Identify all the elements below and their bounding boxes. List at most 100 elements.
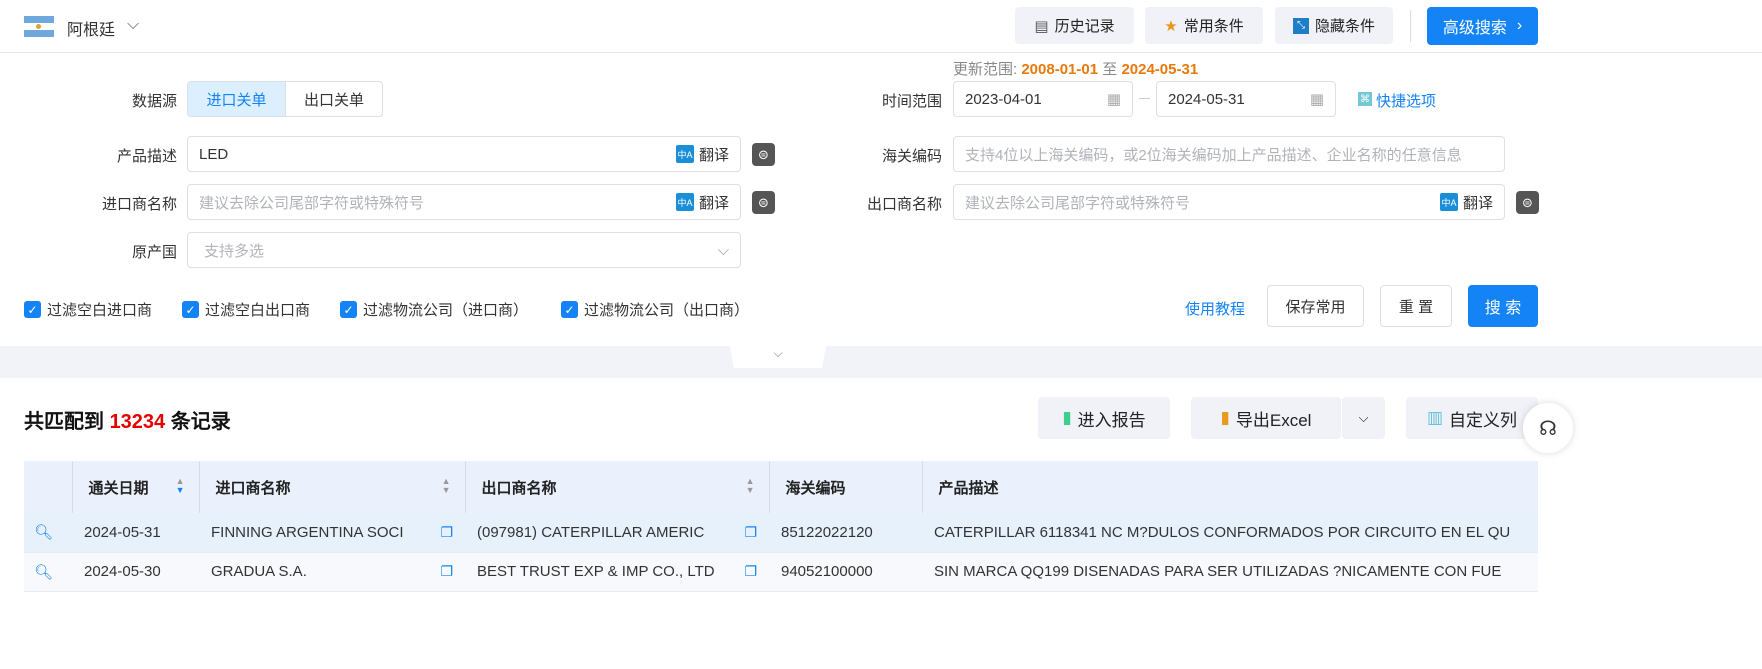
table-header: 通关日期 ▲ ▼ 进口商名称 ▲ ▼ 出口商名称 ▲ ▼ 海关编码 产品描述 — [24, 461, 1538, 513]
exporter-label: 出口商名称 — [866, 196, 942, 213]
search-icon[interactable]: 🔍︎ — [24, 552, 72, 592]
hs-code-input[interactable]: 支持4位以上海关编码，或2位海关编码加上产品描述、企业名称的任意信息 — [953, 136, 1505, 172]
check-icon: ✓ — [182, 301, 199, 318]
translate-button[interactable]: 中A 翻译 — [675, 145, 729, 164]
favorites-label: 常用条件 — [1183, 18, 1244, 35]
cell-exporter: BEST TRUST EXP & IMP CO., LTD ❐ — [465, 552, 769, 592]
copy-icon[interactable]: ❐ — [744, 523, 757, 540]
chevron-right-icon: › — [1516, 17, 1523, 34]
update-range: 更新范围: 2008-01-01 至 2024-05-31 — [953, 61, 1199, 78]
columns-icon: ▥ — [1426, 408, 1444, 427]
export-excel-button[interactable]: ▮ 导出Excel — [1191, 397, 1341, 439]
search-options-icon[interactable]: ⊜ — [752, 191, 775, 214]
checkbox-filter-logistics-exporter[interactable]: ✓ 过滤物流公司（出口商） — [561, 299, 749, 320]
custom-columns-button[interactable]: ▥ 自定义列 — [1406, 397, 1538, 439]
cell-hs-code: 94052100000 — [769, 552, 922, 592]
header-action — [24, 461, 73, 513]
translate-icon: 中A — [1439, 193, 1458, 211]
divider — [1410, 10, 1411, 42]
star-icon: ★ — [1164, 17, 1178, 35]
chevron-down-icon: ⌵ — [773, 346, 783, 360]
check-icon: ✓ — [561, 301, 578, 318]
product-label: 产品描述 — [116, 148, 177, 165]
cell-date: 2024-05-31 — [72, 513, 199, 553]
argentina-flag-icon — [24, 16, 54, 37]
copy-icon[interactable]: ❐ — [744, 563, 757, 579]
copy-icon[interactable]: ❐ — [440, 563, 453, 579]
sort-icon: ▲ ▼ — [441, 475, 451, 495]
chevron-down-icon: ⌵ — [1358, 410, 1369, 425]
check-icon: ✓ — [340, 301, 357, 318]
command-icon: ⌘ — [1358, 92, 1372, 106]
cell-exporter: (097981) CATERPILLAR AMERIC ❐ — [465, 513, 769, 553]
hide-label: 隐藏条件 — [1314, 18, 1375, 35]
search-icon[interactable]: 🔍︎ — [24, 513, 72, 553]
tutorial-link[interactable]: 使用教程 — [1185, 301, 1246, 318]
header-exporter[interactable]: 出口商名称 ▲ ▼ — [465, 461, 770, 513]
cell-importer: GRADUA S.A. ❐ — [199, 552, 465, 592]
calendar-icon: ▦ — [1309, 91, 1324, 108]
export-tab[interactable]: 出口关单 — [285, 82, 382, 116]
history-label: 历史记录 — [1054, 18, 1115, 35]
header-product: 产品描述 — [922, 461, 1538, 513]
date-separator — [1139, 98, 1150, 99]
translate-icon: 中A — [675, 145, 694, 163]
advanced-search-button[interactable]: 高级搜索 › — [1427, 7, 1538, 45]
copy-icon[interactable]: ❐ — [440, 523, 453, 540]
translate-button[interactable]: 中A 翻译 — [675, 193, 729, 212]
origin-label: 原产国 — [131, 244, 177, 261]
table-row[interactable]: 🔍︎ 2024-05-30 GRADUA S.A. ❐ BEST TRUST EX… — [24, 552, 1538, 592]
sort-icon: ▲ ▼ — [175, 475, 185, 495]
search-options-icon[interactable]: ⊜ — [1516, 191, 1539, 214]
results-table: 通关日期 ▲ ▼ 进口商名称 ▲ ▼ 出口商名称 ▲ ▼ 海关编码 产品描述 🔍︎ 2024… — [24, 461, 1538, 592]
quick-options-link[interactable]: ⌘ 快捷选项 — [1358, 92, 1437, 110]
calendar-icon: ▦ — [1106, 91, 1121, 108]
source-label: 数据源 — [131, 93, 177, 110]
country-name: 阿根廷 — [67, 22, 116, 39]
favorites-button[interactable]: ★ 常用条件 — [1145, 7, 1263, 44]
report-icon: ▮ — [1062, 408, 1072, 427]
importer-input[interactable]: 建议去除公司尾部字符或特殊符号 中A 翻译 — [187, 184, 741, 220]
header-hs-code: 海关编码 — [769, 461, 923, 513]
sort-icon: ▲ ▼ — [745, 475, 755, 495]
checkbox-filter-logistics-importer[interactable]: ✓ 过滤物流公司（进口商） — [340, 299, 528, 320]
cell-hs-code: 85122022120 — [769, 513, 922, 553]
exporter-input[interactable]: 建议去除公司尾部字符或特殊符号 中A 翻译 — [953, 184, 1505, 220]
time-label: 时间范围 — [881, 93, 942, 110]
search-button[interactable]: 搜 索 — [1468, 285, 1538, 327]
table-row[interactable]: 🔍︎ 2024-05-31 FINNING ARGENTINA SOCI ❐ (0… — [24, 513, 1538, 553]
origin-select[interactable]: 支持多选 ⌵ — [187, 232, 741, 268]
advanced-label: 高级搜索 — [1442, 20, 1507, 37]
product-input[interactable]: LED 中A 翻译 — [187, 136, 741, 172]
cell-product: SIN MARCA QQ199 DISENADAS PARA SER UTILI… — [922, 552, 1538, 592]
customer-service-icon[interactable]: ☊ — [1523, 403, 1573, 453]
cell-date: 2024-05-30 — [72, 552, 199, 592]
cell-importer: FINNING ARGENTINA SOCI ❐ — [199, 513, 465, 553]
save-favorite-button[interactable]: 保存常用 — [1267, 285, 1364, 327]
translate-button[interactable]: 中A 翻译 — [1439, 193, 1493, 212]
enter-report-button[interactable]: ▮ 进入报告 — [1038, 397, 1170, 439]
collapse-icon: ⤡ — [1292, 17, 1309, 34]
checkbox-filter-blank-exporter[interactable]: ✓ 过滤空白出口商 — [182, 299, 310, 320]
export-dropdown-button[interactable]: ⌵ — [1342, 397, 1385, 439]
source-toggle: 进口关单 出口关单 — [187, 81, 383, 117]
checkbox-filter-blank-importer[interactable]: ✓ 过滤空白进口商 — [24, 299, 152, 320]
cell-product: CATERPILLAR 6118341 NC M?DULOS CONFORMAD… — [922, 513, 1538, 553]
chevron-down-icon: ⌵ — [717, 241, 729, 259]
import-tab[interactable]: 进口关单 — [188, 82, 285, 116]
reset-button[interactable]: 重 置 — [1380, 285, 1452, 327]
header-date[interactable]: 通关日期 ▲ ▼ — [72, 461, 200, 513]
hs-label: 海关编码 — [881, 148, 942, 165]
header-importer[interactable]: 进口商名称 ▲ ▼ — [199, 461, 466, 513]
collapse-toggle[interactable]: ⌵ — [730, 346, 826, 368]
search-options-icon[interactable]: ⊜ — [752, 143, 775, 166]
translate-icon: 中A — [675, 193, 694, 211]
hide-conditions-button[interactable]: ⤡ 隐藏条件 — [1275, 7, 1393, 44]
history-button[interactable]: ▤ 历史记录 — [1015, 7, 1134, 44]
excel-icon: ▮ — [1220, 408, 1230, 427]
date-start-input[interactable]: 2023-04-01 ▦ — [953, 81, 1133, 117]
country-selector[interactable]: 阿根廷 ⌵ — [67, 16, 139, 40]
section-divider — [0, 346, 1762, 378]
date-end-input[interactable]: 2024-05-31 ▦ — [1156, 81, 1336, 117]
top-bar — [0, 0, 1762, 53]
